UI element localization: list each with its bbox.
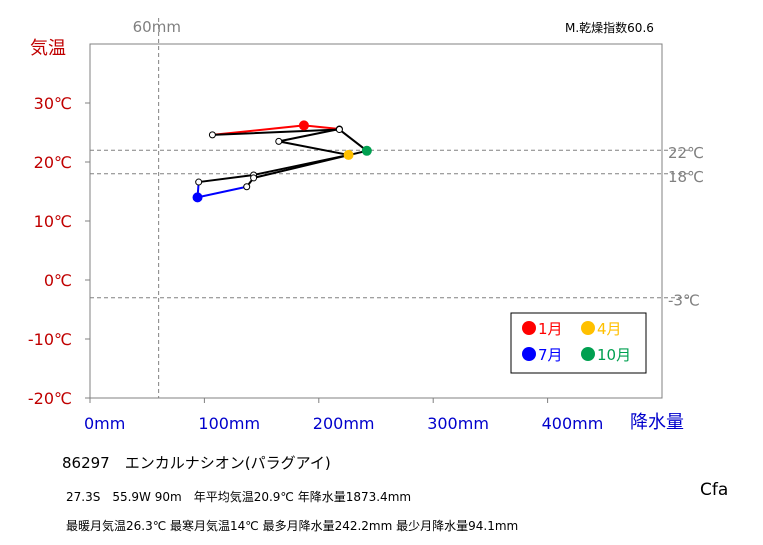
series-line-1 — [196, 181, 247, 199]
point-month-7 — [192, 192, 203, 203]
station-location-summary: 27.3S 55.9W 90m 年平均気温20.9℃ 年降水量1873.4mm — [66, 490, 412, 504]
y-tick-label: -20℃ — [28, 389, 72, 408]
point-month-1 — [298, 120, 309, 131]
point-month-10 — [361, 145, 372, 156]
y-axis-label: 気温 — [30, 38, 66, 59]
aridity-index-label: M.乾燥指数60.6 — [565, 20, 654, 35]
point-month-3 — [275, 137, 283, 145]
legend-box — [510, 312, 647, 374]
reference-label-h-2: -3℃ — [668, 292, 700, 310]
point-month-9 — [250, 174, 258, 182]
series-points — [192, 120, 372, 203]
point-month-6 — [195, 178, 203, 186]
legend-label: 1月 — [538, 320, 563, 338]
x-tick-label: 200mm — [313, 414, 375, 433]
x-axis-ticks: 0mm 100mm 200mm 300mm 400mm — [84, 398, 603, 433]
station-title: 86297 エンカルナシオン(パラグアイ) — [62, 454, 331, 472]
x-tick-label: 300mm — [427, 414, 489, 433]
y-tick-label: 0℃ — [44, 271, 72, 290]
legend: 1月 4月 7月 10月 — [510, 312, 647, 374]
reference-label-v-0: 60mm — [133, 18, 181, 36]
legend-marker — [522, 321, 536, 335]
point-month-4 — [343, 149, 354, 160]
y-tick-label: 10℃ — [34, 212, 72, 231]
reference-lines: 22℃ 18℃ -3℃ 60mm — [90, 18, 704, 398]
y-axis-ticks: 30℃ 20℃ 10℃ 0℃ -10℃ -20℃ — [28, 94, 90, 408]
x-tick-label: 100mm — [198, 414, 260, 433]
y-tick-label: 30℃ — [34, 94, 72, 113]
legend-marker — [522, 347, 536, 361]
point-month-11 — [335, 126, 343, 134]
legend-label: 10月 — [597, 346, 631, 364]
x-tick-label: 0mm — [84, 414, 125, 433]
y-tick-label: 20℃ — [34, 153, 72, 172]
legend-marker — [581, 321, 595, 335]
legend-label: 4月 — [597, 320, 622, 338]
point-month-12 — [208, 131, 216, 139]
legend-marker — [581, 347, 595, 361]
reference-label-h-0: 22℃ — [668, 144, 704, 162]
series-lines — [196, 124, 370, 199]
legend-label: 7月 — [538, 346, 563, 364]
x-tick-label: 400mm — [542, 414, 604, 433]
station-extremes-summary: 最暖月気温26.3℃ 最寒月気温14℃ 最多月降水量242.2mm 最少月降水量… — [66, 519, 519, 533]
y-tick-label: -10℃ — [28, 330, 72, 349]
point-month-8 — [243, 183, 251, 191]
reference-label-h-1: 18℃ — [668, 168, 704, 186]
x-axis-label: 降水量 — [630, 412, 684, 433]
climate-classification: Cfa — [700, 480, 729, 500]
